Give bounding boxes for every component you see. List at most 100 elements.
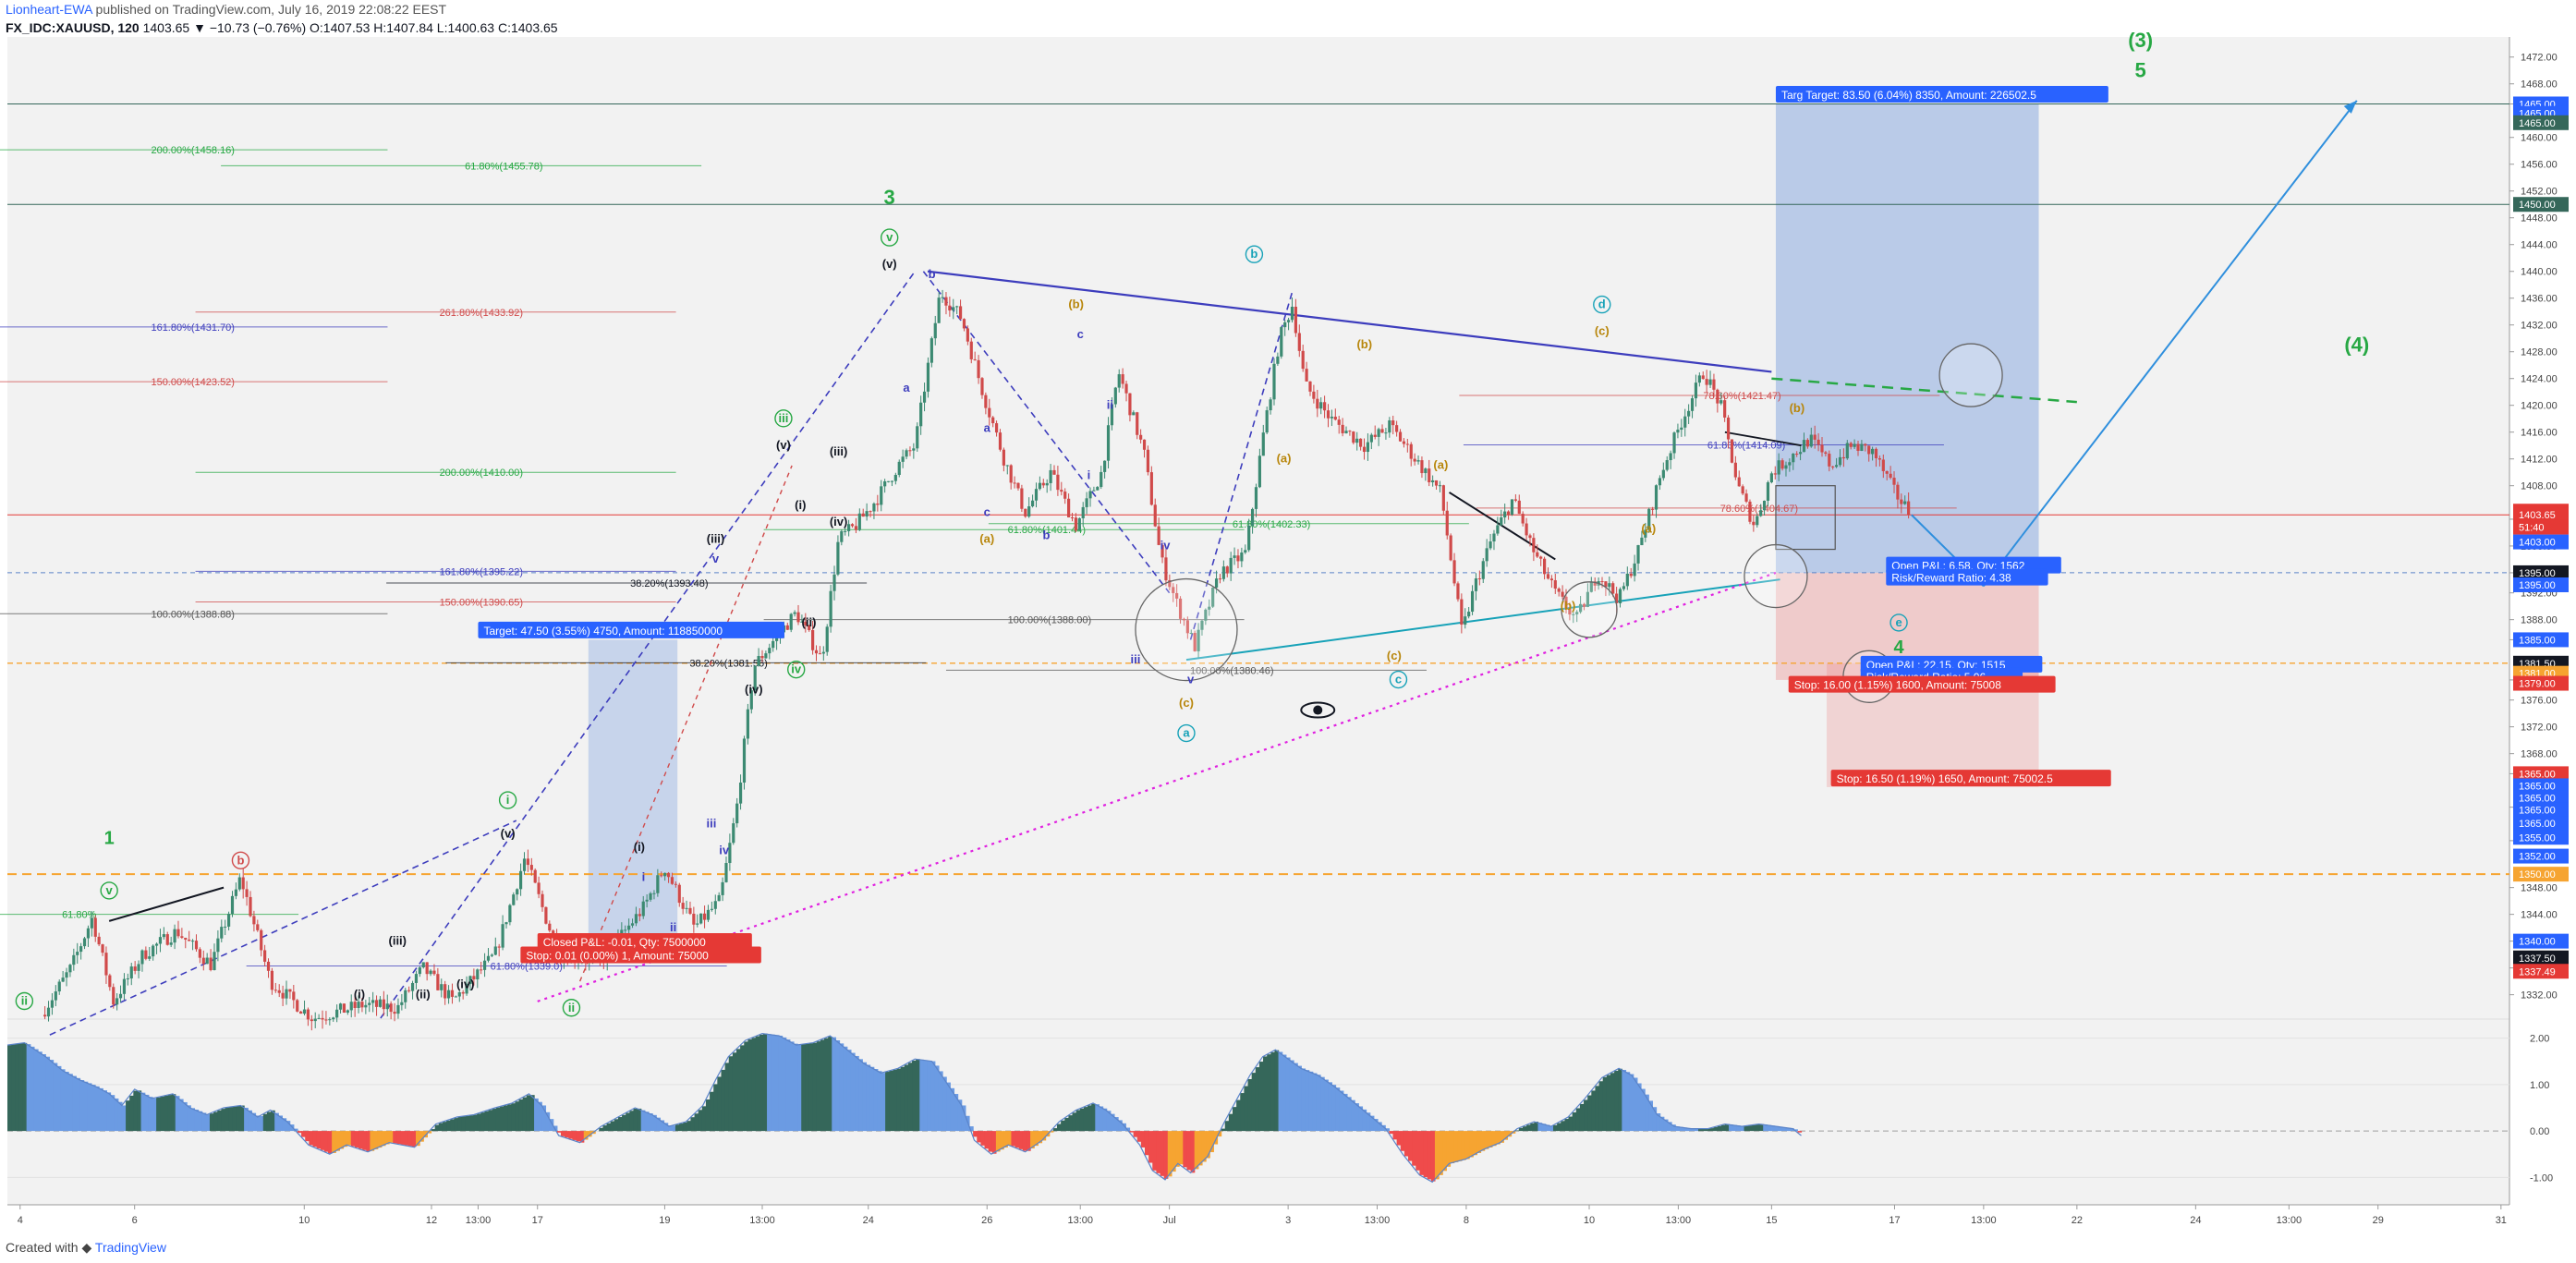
osc-bar [1152,1131,1157,1171]
candle-body [529,865,533,870]
candle-body [457,991,461,997]
osc-bar [190,1108,196,1132]
osc-bar [454,1118,459,1132]
candle-body [1456,583,1460,600]
wave-circle [231,851,250,869]
osc-bar [446,1120,451,1132]
osc-bar [553,1125,558,1132]
osc-bar [900,1066,905,1132]
candle-body [880,486,883,505]
trade-box [588,639,678,964]
osc-bar [1659,1116,1665,1132]
candle-body [1139,434,1143,440]
wave-label: 4 [1894,638,1905,658]
candle-body [1701,375,1705,380]
osc-bar [1450,1131,1455,1164]
osc-bar [312,1131,318,1148]
candle-body [710,908,713,910]
trade-label: Closed P&L: -0.01, Qty: 7500000 [543,936,706,949]
candle-body [1136,412,1139,435]
price-badge-label: 1450.00 [2519,200,2556,211]
candle-body [1319,402,1323,409]
author-link[interactable]: Lionheart-EWA [6,2,92,17]
osc-bar [576,1131,581,1142]
candle-body [1208,606,1211,610]
osc-tick-label: 0.00 [2530,1126,2549,1137]
osc-bar [1697,1128,1703,1132]
candle-body [1845,443,1849,459]
time-tick-label: 17 [532,1215,543,1226]
osc-bar [117,1101,123,1132]
osc-bar [213,1111,218,1132]
osc-bar [1778,1126,1783,1132]
osc-bar [327,1131,333,1154]
candle-body [1528,535,1532,539]
candle-body [1615,593,1619,603]
candle-body [1272,363,1276,400]
osc-bar [1469,1131,1474,1158]
candle-body [137,964,140,971]
osc-bar [239,1105,245,1132]
candle-body [952,307,955,311]
candle-body [90,917,93,929]
osc-bar [72,1075,77,1132]
fib-label: 38.20%(1393.48) [630,578,708,589]
osc-bar [1797,1131,1803,1133]
candle-body [310,1019,313,1022]
osc-bar [1729,1124,1733,1132]
osc-bar [1656,1113,1661,1132]
candle-body [998,432,1002,450]
candle-body [338,1003,343,1010]
osc-bar [1476,1131,1482,1153]
osc-bar [1228,1113,1233,1132]
osc-bar [121,1105,127,1132]
osc-bar [450,1119,455,1132]
price-axis[interactable]: 1472.00 1468.00 1465.00 1460.00 1456.00 1452.… [2509,53,2569,1002]
osc-bar [1732,1124,1737,1132]
osc-bar [106,1092,112,1132]
price-badge-label: 1350.00 [2519,869,2556,880]
osc-bar [1464,1131,1470,1160]
main-pane[interactable] [7,37,2509,1018]
osc-bar [137,1090,142,1132]
time-tick-label: Jul [1163,1215,1176,1226]
candle-body [1323,402,1327,411]
osc-bar [1282,1054,1287,1132]
osc-bar [1618,1068,1622,1132]
osc-bar [1568,1116,1574,1132]
candle-body [1172,587,1175,593]
candle-body [789,613,793,630]
price-badge-label: 1337.50 [2519,953,2556,965]
candle-body [1016,482,1020,489]
osc-bar [236,1106,241,1132]
osc-bar [1622,1070,1627,1132]
osc-bar [1537,1123,1543,1132]
wave-label: a [1183,726,1190,740]
candle-body [624,929,627,931]
candle-body [57,981,61,992]
osc-bar [816,1041,821,1132]
tradingview-link[interactable]: TradingView [94,1240,166,1255]
osc-bar [1416,1131,1421,1171]
time-axis[interactable]: 4 6 10 12 13:00 17 19 13:00 24 26 13:00 Jul 3 13:00 8 1… [18,1205,2507,1226]
osc-bar [1636,1083,1642,1132]
osc-bar [377,1131,383,1148]
osc-bar [610,1121,615,1132]
candle-body [1532,538,1536,553]
candle-body [548,923,552,931]
publish-line: Lionheart-EWA published on TradingView.c… [6,2,446,17]
osc-bar [599,1127,604,1132]
osc-bar [1549,1125,1554,1132]
candle-body [922,391,927,403]
osc-bar [1358,1106,1364,1132]
candle-body [850,524,855,527]
osc-bar [1522,1126,1527,1132]
osc-bar [1148,1131,1153,1163]
candle-body [1301,350,1305,370]
candle-body [1636,545,1640,564]
candle-body [1622,586,1626,589]
candle-body [1312,391,1316,399]
candle-body [821,651,825,654]
osc-bar [717,1076,723,1132]
